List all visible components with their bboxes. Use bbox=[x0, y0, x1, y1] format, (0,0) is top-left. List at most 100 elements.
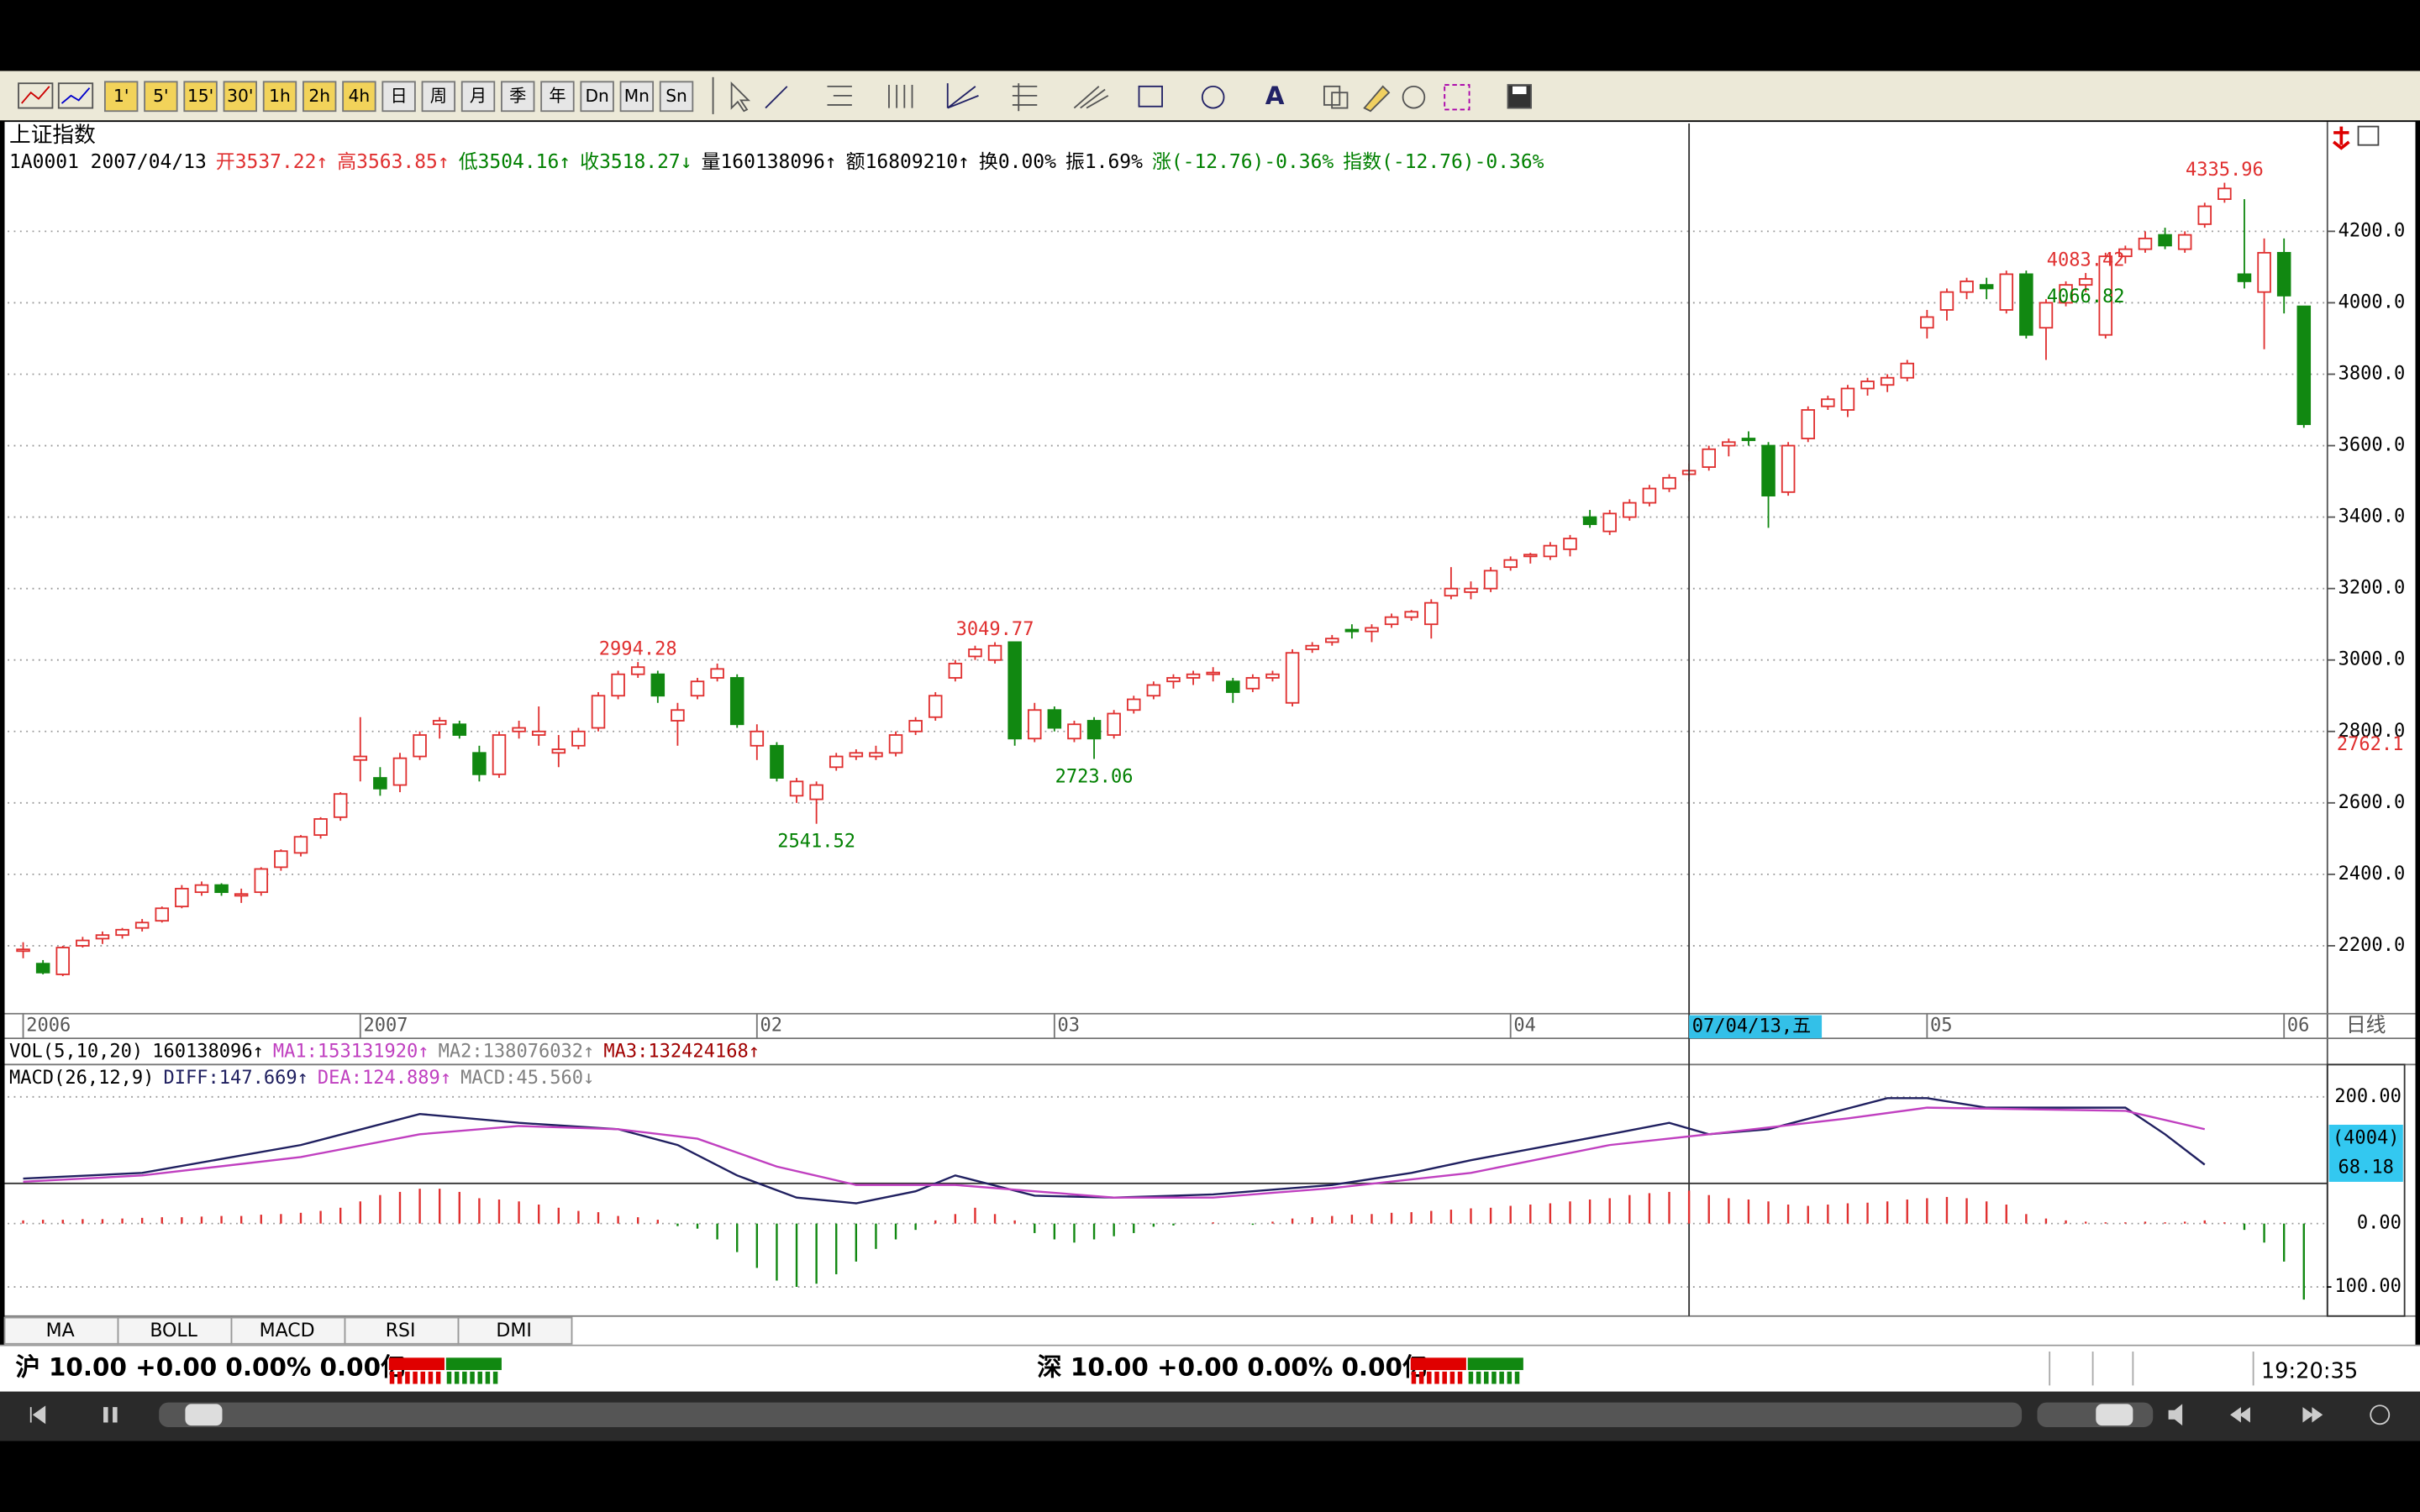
sh-bars bbox=[388, 1357, 502, 1384]
candle-body bbox=[2039, 302, 2054, 329]
candle-body bbox=[671, 709, 685, 722]
mute-button[interactable] bbox=[2168, 1404, 2183, 1426]
cursor-price: 2762.1 bbox=[2337, 734, 2404, 755]
prev-button[interactable] bbox=[29, 1405, 46, 1425]
candle-body bbox=[1702, 448, 1716, 468]
candle-body bbox=[729, 677, 744, 726]
toolbar-icons: A bbox=[18, 76, 1532, 114]
text-segment: 指数(-12.76)-0.36% bbox=[1343, 150, 1544, 172]
candle-body bbox=[1642, 487, 1657, 504]
bar bbox=[389, 1371, 441, 1384]
candle-body bbox=[2019, 273, 2033, 336]
text-segment: 高3563.85↑ bbox=[337, 150, 449, 172]
candle-body bbox=[95, 934, 110, 940]
icon bbox=[1331, 92, 1349, 109]
candle-body bbox=[115, 928, 129, 937]
candle-body bbox=[134, 921, 150, 929]
candle-body bbox=[1523, 554, 1538, 558]
indicator-tab-label: RSI bbox=[386, 1320, 416, 1341]
candle-body bbox=[293, 836, 308, 854]
candle-body bbox=[2158, 234, 2172, 247]
rewind-button[interactable] bbox=[2230, 1407, 2250, 1423]
indicator-tab[interactable] bbox=[3, 1316, 119, 1345]
toolbar-button[interactable] bbox=[659, 81, 694, 113]
readout-value: (4004) bbox=[2333, 1128, 2400, 1149]
seek-track[interactable] bbox=[159, 1402, 2023, 1427]
toolbar-button[interactable] bbox=[302, 81, 337, 113]
candle-body bbox=[333, 793, 348, 818]
candle-body bbox=[1146, 684, 1161, 697]
candle-body bbox=[829, 755, 844, 769]
icon bbox=[1402, 85, 1426, 109]
separator bbox=[2049, 1351, 2254, 1386]
toolbar-button[interactable] bbox=[103, 81, 139, 113]
icon bbox=[1363, 85, 1391, 113]
pause-button[interactable] bbox=[103, 1407, 108, 1423]
candle-body bbox=[472, 752, 487, 775]
pause-button[interactable] bbox=[113, 1407, 118, 1423]
candle-body bbox=[1107, 712, 1121, 736]
bar bbox=[1468, 1371, 1520, 1384]
settings-button[interactable] bbox=[2370, 1404, 2391, 1425]
candle-body bbox=[1900, 362, 1915, 379]
toolbar-button[interactable] bbox=[540, 81, 575, 113]
stock-name: 上证指数 bbox=[9, 123, 96, 148]
price-annotation: 2541.52 bbox=[777, 832, 855, 853]
candle-body bbox=[1483, 570, 1498, 590]
toolbar-button[interactable] bbox=[381, 81, 416, 113]
text-segment: MA3:132424168↑ bbox=[603, 1042, 760, 1063]
toolbar-button[interactable] bbox=[580, 81, 614, 113]
price-annotation: 2723.06 bbox=[1055, 767, 1134, 788]
candle-body bbox=[1424, 601, 1439, 626]
candle-body bbox=[313, 818, 328, 837]
toolbar-button[interactable] bbox=[619, 81, 655, 113]
toolbar-button[interactable] bbox=[223, 81, 258, 113]
indicator-tab[interactable] bbox=[117, 1316, 233, 1345]
candle-body bbox=[1384, 616, 1399, 626]
y-tick-label: 4200.0 bbox=[2338, 220, 2406, 241]
toolbar-button[interactable] bbox=[144, 81, 178, 113]
toolbar-button-label: 1h bbox=[269, 86, 291, 106]
indicator-tab[interactable] bbox=[457, 1316, 573, 1345]
text-segment: MA2:138076032↑ bbox=[439, 1042, 595, 1063]
indicator-tab[interactable] bbox=[230, 1316, 346, 1345]
candle-body bbox=[76, 939, 90, 947]
seek-thumb[interactable] bbox=[185, 1404, 223, 1426]
candle-body bbox=[849, 752, 864, 758]
candle-body bbox=[16, 948, 30, 953]
candle-body bbox=[809, 784, 823, 801]
text-segment: 1A0001 2007/04/13 bbox=[9, 150, 207, 172]
toolbar-button-label: 2h bbox=[308, 86, 330, 106]
forward-button[interactable] bbox=[2302, 1407, 2323, 1423]
toolbar-button[interactable] bbox=[421, 81, 456, 113]
candle-body bbox=[2098, 255, 2113, 336]
y-tick-label: 3400.0 bbox=[2338, 507, 2406, 528]
toolbar-button[interactable] bbox=[501, 81, 535, 113]
bar bbox=[1411, 1371, 1463, 1384]
candle-body bbox=[1880, 376, 1895, 386]
candle-body bbox=[2118, 248, 2133, 258]
candle-body bbox=[2177, 234, 2192, 250]
text-segment: MACD(26,12,9) bbox=[9, 1068, 154, 1089]
toolbar-button[interactable] bbox=[342, 81, 376, 113]
volume-track[interactable] bbox=[2037, 1402, 2154, 1427]
cursor-date: 07/04/13,五 bbox=[1692, 1016, 1811, 1037]
icon bbox=[1138, 85, 1163, 108]
toolbar-button-label: 日 bbox=[391, 86, 408, 106]
macd-line bbox=[23, 1106, 2206, 1199]
toolbar-button[interactable] bbox=[262, 81, 297, 113]
candle-body bbox=[35, 963, 50, 974]
toolbar-button[interactable] bbox=[460, 81, 496, 113]
candle-body bbox=[1325, 638, 1339, 643]
candle-body bbox=[1821, 398, 1835, 407]
toolbar-button[interactable] bbox=[183, 81, 218, 113]
icon bbox=[60, 87, 91, 104]
candle-body bbox=[214, 884, 229, 894]
text-segment: MA1:153131920↑ bbox=[273, 1042, 429, 1063]
volume-thumb[interactable] bbox=[2096, 1404, 2133, 1426]
candle-body bbox=[2217, 187, 2232, 201]
candle-body bbox=[1722, 441, 1736, 447]
candle-body bbox=[1602, 512, 1617, 533]
x-tick-label: 06 bbox=[2287, 1015, 2310, 1036]
